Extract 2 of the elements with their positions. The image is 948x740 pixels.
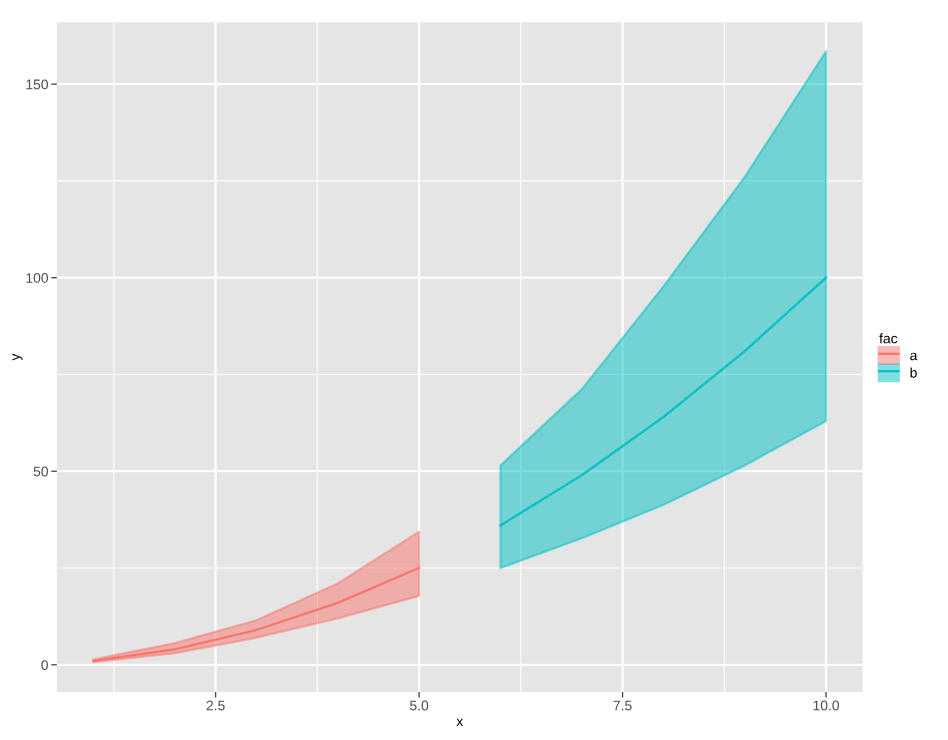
line-series [499,276,828,527]
line-series [92,566,421,663]
